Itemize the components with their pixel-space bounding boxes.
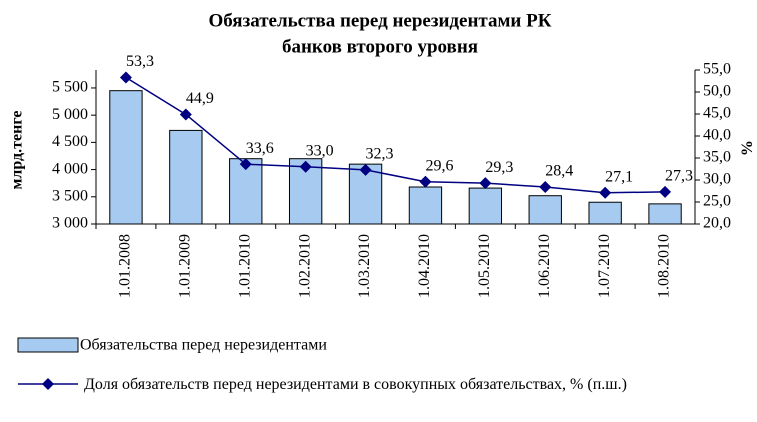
y2-tick-label: 30,0 xyxy=(703,171,731,188)
y2-axis-label: % xyxy=(737,140,754,156)
y-tick-label: 3 500 xyxy=(52,187,88,204)
bar xyxy=(528,195,562,225)
bar xyxy=(588,201,622,225)
x-tick-label: 1.04.2010 xyxy=(416,234,433,298)
y-axis-label: млрд.тенге xyxy=(9,111,26,190)
data-label: 28,4 xyxy=(545,163,573,180)
legend-marker xyxy=(42,378,54,390)
data-label: 27,1 xyxy=(605,168,633,185)
bar xyxy=(169,129,203,225)
y-tick-label: 5 000 xyxy=(52,106,88,123)
x-tick-label: 1.02.2010 xyxy=(296,234,313,298)
marker xyxy=(659,185,672,198)
y2-tick-label: 35,0 xyxy=(703,149,731,166)
x-tick-label: 1.06.2010 xyxy=(536,234,553,298)
line xyxy=(125,76,666,194)
data-label: 33,0 xyxy=(306,142,334,159)
y-tick-label: 4 000 xyxy=(52,160,88,177)
x-tick-label: 1.07.2010 xyxy=(596,234,613,298)
legend-label: Обязательства перед нерезидентами xyxy=(80,337,327,354)
bar xyxy=(468,187,503,225)
x-tick-label: 1.03.2010 xyxy=(356,234,373,298)
y2-tick-label: 20,0 xyxy=(703,215,731,232)
x-tick-label: 1.01.2010 xyxy=(236,234,253,298)
y2-tick-label: 40,0 xyxy=(703,127,731,144)
bar xyxy=(109,90,143,225)
y2-tick-label: 25,0 xyxy=(703,193,731,210)
marker xyxy=(539,181,552,194)
marker xyxy=(359,163,372,176)
data-label: 27,3 xyxy=(665,168,693,185)
marker xyxy=(419,175,432,188)
chart-title: банков второго уровня xyxy=(282,36,478,57)
data-label: 53,3 xyxy=(126,53,154,70)
legend-swatch xyxy=(17,337,79,353)
marker xyxy=(479,177,492,190)
y-tick-label: 3 000 xyxy=(52,215,88,232)
marker xyxy=(299,160,312,173)
marker xyxy=(239,158,252,171)
y2-tick-label: 50,0 xyxy=(703,83,731,100)
data-label: 32,3 xyxy=(366,146,394,163)
x-tick-label: 1.08.2010 xyxy=(656,234,673,298)
marker xyxy=(119,71,132,84)
data-label: 44,9 xyxy=(186,90,214,107)
data-label: 29,3 xyxy=(485,159,513,176)
marker xyxy=(179,108,192,121)
y-tick-label: 5 500 xyxy=(52,79,88,96)
x-tick-label: 1.01.2009 xyxy=(177,234,194,298)
bar xyxy=(408,186,443,225)
marker xyxy=(599,186,612,199)
x-tick-label: 1.01.2008 xyxy=(117,234,134,298)
legend-label: Доля обязательств перед нерезидентами в … xyxy=(84,376,627,393)
y-tick-label: 4 500 xyxy=(52,133,88,150)
data-label: 33,6 xyxy=(246,140,274,157)
x-tick-label: 1.05.2010 xyxy=(476,234,493,298)
y2-tick-label: 55,0 xyxy=(703,61,731,78)
data-label: 29,6 xyxy=(425,157,453,174)
bar xyxy=(648,203,682,225)
chart-title: Обязательства перед нерезидентами РК xyxy=(208,10,551,31)
y2-tick-label: 45,0 xyxy=(703,105,731,122)
